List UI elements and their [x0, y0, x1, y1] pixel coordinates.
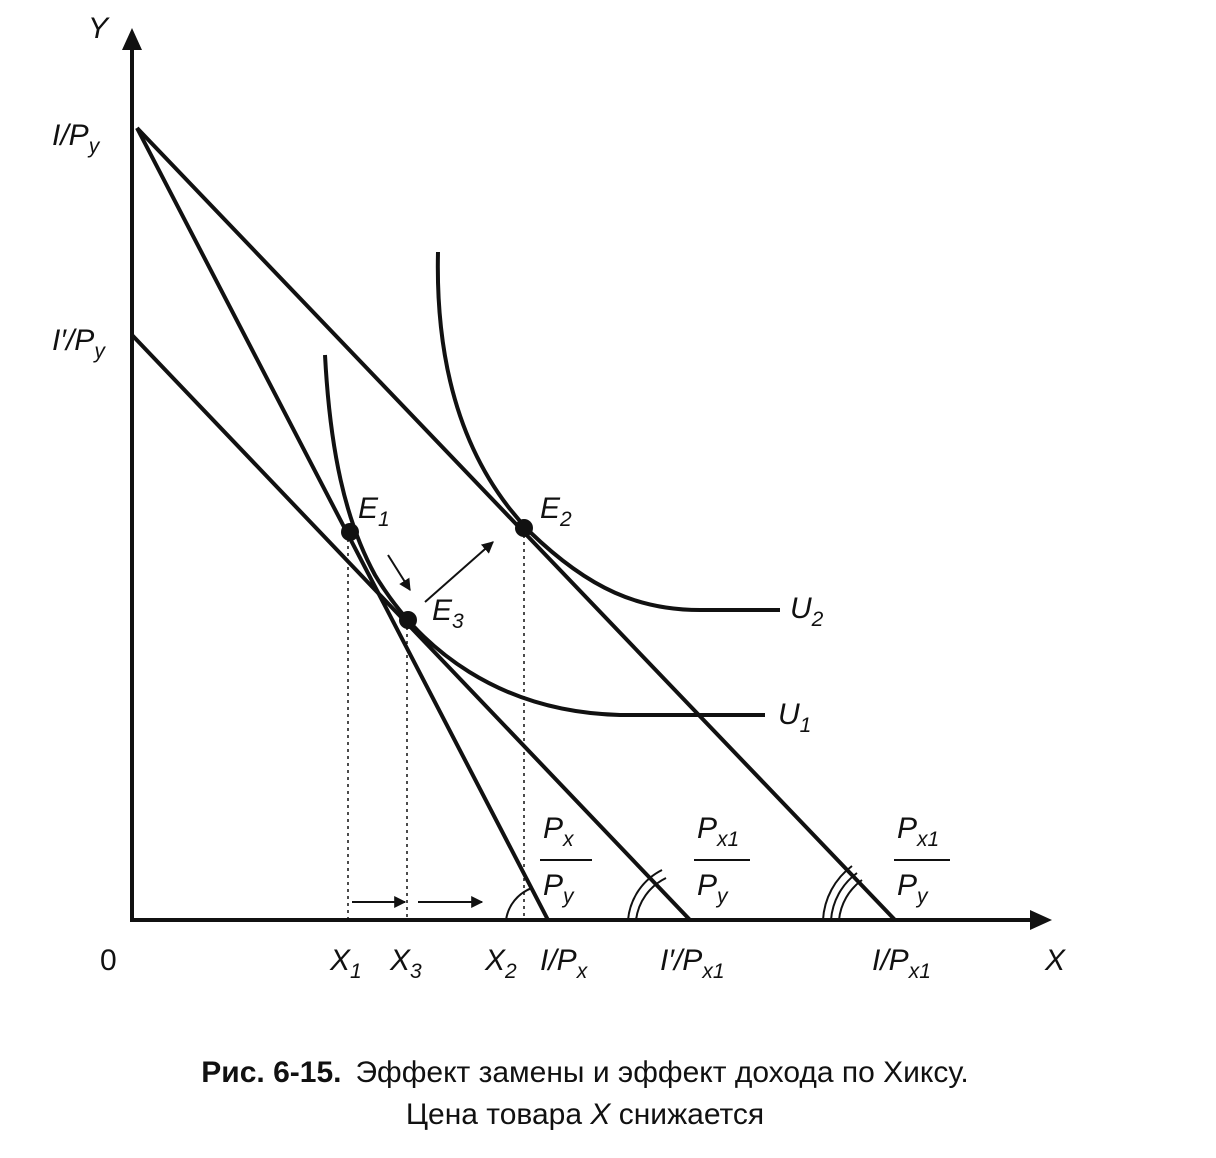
sub: 1	[350, 960, 362, 983]
base: E	[432, 594, 453, 627]
sub: y	[561, 885, 575, 908]
arrow	[424, 541, 494, 603]
caption-label: Рис. 6-15.	[201, 1056, 341, 1089]
y-intercept: I′/Py	[52, 324, 106, 363]
x-point: X3	[389, 944, 422, 983]
sub: x	[576, 960, 589, 983]
base: P	[697, 869, 717, 902]
point-label: E3	[432, 594, 464, 633]
base: U	[778, 698, 800, 731]
sub: 2	[811, 608, 824, 631]
arrow	[387, 554, 411, 592]
sub: 2	[504, 960, 517, 983]
base: P	[543, 869, 563, 902]
sub: 1	[800, 714, 812, 737]
sub: y	[915, 885, 929, 908]
slope: Px Py	[540, 812, 592, 908]
denominator: Py	[543, 869, 575, 908]
point	[341, 523, 359, 541]
point	[399, 611, 417, 629]
caption-text: X	[589, 1098, 611, 1131]
numerator: Px1	[697, 812, 739, 851]
sub: 3	[452, 610, 464, 633]
x-intercept: I′/Px1	[660, 944, 725, 983]
x-intercept: I/Px	[540, 944, 589, 983]
point-label: E2	[540, 492, 572, 531]
base: P	[897, 869, 917, 902]
budget-line	[135, 127, 550, 921]
base: P	[543, 812, 563, 845]
sub: 3	[410, 960, 422, 983]
base: E	[540, 492, 561, 525]
indifference-curve	[323, 354, 765, 717]
caption-text: Цена товара	[406, 1098, 591, 1131]
caption-text: снижается	[610, 1098, 764, 1131]
base: X	[484, 944, 506, 977]
base: U	[790, 592, 812, 625]
base: I/P	[52, 119, 89, 152]
base: P	[697, 812, 717, 845]
sub: x1	[916, 828, 939, 851]
numerator: Px1	[897, 812, 939, 851]
curve-label: U1	[778, 698, 811, 737]
sub: x1	[716, 828, 739, 851]
angle-arcs	[505, 865, 863, 921]
x-point: X2	[484, 944, 517, 983]
base: I/P	[540, 944, 577, 977]
curve-label: U2	[790, 592, 824, 631]
point	[515, 519, 533, 537]
slope: Px1 Py	[894, 812, 950, 908]
denominator: Py	[697, 869, 729, 908]
x-intercept: I/Px1	[872, 944, 931, 983]
y-arrow	[122, 28, 142, 50]
x-arrow	[1030, 910, 1052, 930]
sub: x1	[701, 960, 724, 983]
sub: 1	[378, 508, 390, 531]
base: I′/P	[660, 944, 702, 977]
base: I′/P	[52, 324, 94, 357]
base: I/P	[872, 944, 909, 977]
sub: y	[92, 340, 106, 363]
x-label: X	[1044, 944, 1066, 977]
numerator: Px	[543, 812, 575, 851]
caption-line: Цена товара X снижается	[406, 1098, 764, 1131]
indifference-curve	[435, 251, 780, 612]
sub: 2	[559, 508, 572, 531]
base: E	[358, 492, 379, 525]
sub: y	[87, 135, 101, 158]
base: X	[329, 944, 351, 977]
denominator: Py	[897, 869, 929, 908]
base: X	[389, 944, 411, 977]
sub: y	[715, 885, 729, 908]
sub: x1	[908, 960, 931, 983]
y-intercept: I/Py	[52, 119, 101, 158]
point-label: E1	[358, 492, 390, 531]
sub: x	[562, 828, 575, 851]
caption-line: Рис. 6-15. Эффект замены и эффект дохода …	[201, 1056, 968, 1089]
slope: Px1 Py	[694, 812, 750, 908]
caption-text: Эффект замены и эффект дохода по Хиксу.	[355, 1056, 968, 1089]
origin: 0	[100, 944, 117, 977]
base: P	[897, 812, 917, 845]
y-label: Y	[88, 12, 110, 45]
x-point: X1	[329, 944, 362, 983]
axes	[122, 28, 1052, 930]
